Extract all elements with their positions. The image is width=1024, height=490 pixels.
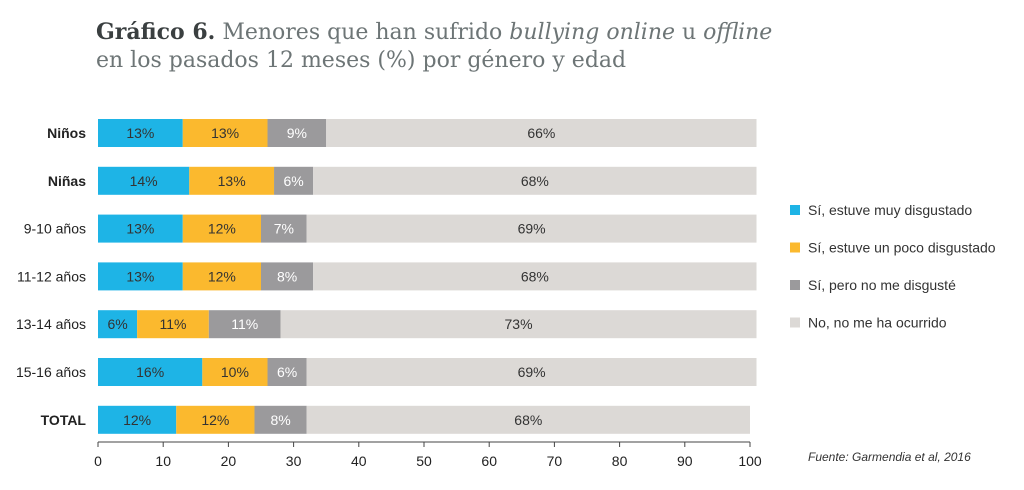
x-tick-label: 50 (416, 453, 432, 469)
bar-segment (313, 166, 757, 195)
bar-segment (176, 405, 255, 434)
legend-label: No, no me ha ocurrido (808, 315, 947, 331)
legend-swatch (790, 205, 800, 215)
chart-title: Gráfico 6. Menores que han sufrido bully… (96, 18, 772, 75)
data-label: 12% (123, 412, 151, 428)
bar-segment (261, 262, 314, 291)
data-label: 13% (126, 268, 154, 284)
bar-segment (274, 166, 314, 195)
bar-segment (208, 310, 281, 339)
x-tick-label: 30 (286, 453, 302, 469)
bar-segment (98, 119, 183, 147)
bar-segment (313, 262, 757, 291)
x-tick-label: 70 (547, 453, 563, 469)
bar-segment (267, 119, 327, 147)
category-label: 15-16 años (16, 364, 86, 380)
data-label: 9% (287, 125, 307, 141)
legend-swatch (790, 242, 800, 253)
x-tick-label: 0 (94, 453, 102, 469)
bar-segment (98, 358, 203, 386)
bar-segment (98, 405, 177, 434)
bar-segment (98, 310, 138, 339)
bar-segment (182, 262, 261, 291)
chart-title-line2: en los pasados 12 meses (%) por género y… (96, 48, 627, 73)
bar-segment (202, 358, 268, 386)
data-label: 12% (208, 268, 236, 284)
data-label: 12% (208, 221, 236, 237)
chart-title-lead: Gráfico 6. (96, 19, 216, 45)
bar-segment (98, 262, 183, 291)
category-label: 9-10 años (24, 221, 86, 237)
legend-swatch (790, 280, 800, 290)
x-tick-label: 10 (155, 453, 171, 469)
data-label: 69% (518, 364, 546, 380)
x-tick-label: 80 (612, 453, 628, 469)
x-tick-label: 100 (738, 453, 762, 469)
data-label: 14% (130, 173, 158, 189)
data-label: 73% (505, 316, 533, 332)
bar-segment (254, 405, 307, 434)
category-label: 13-14 años (16, 316, 86, 332)
chart-title-connector: u (675, 20, 704, 45)
data-label: 7% (274, 221, 294, 237)
x-tick-label: 60 (481, 453, 497, 469)
bar-segment (280, 310, 757, 339)
category-label: Niños (47, 125, 86, 141)
data-label: 68% (514, 412, 542, 428)
legend-label: Sí, pero no me disgusté (808, 277, 956, 293)
data-label: 8% (270, 412, 290, 428)
data-label: 12% (201, 412, 229, 428)
data-label: 68% (521, 268, 549, 284)
x-tick-label: 90 (677, 453, 693, 469)
data-label: 6% (283, 173, 303, 189)
x-tick-label: 40 (351, 453, 367, 469)
bar-segment (98, 166, 190, 195)
legend-label: Sí, estuve muy disgustado (808, 202, 972, 218)
data-label: 16% (136, 364, 164, 380)
bar-segment (137, 310, 209, 339)
bar-segment (326, 119, 757, 147)
bar-segment (98, 214, 183, 243)
chart-title-emphasis-1: bullying online (509, 20, 676, 45)
data-label: 13% (126, 125, 154, 141)
bar-segment (261, 214, 307, 243)
data-label: 11% (159, 316, 186, 332)
data-label: 6% (277, 364, 297, 380)
bar-segment (306, 358, 757, 386)
bar-segment (182, 214, 261, 243)
data-label: 69% (518, 221, 546, 237)
bar-segment (189, 166, 275, 195)
bar-segment (306, 405, 750, 434)
category-label: TOTAL (41, 412, 87, 428)
data-label: 6% (107, 316, 127, 332)
data-label: 66% (527, 125, 555, 141)
chart-title-emphasis-2: offline (703, 20, 773, 45)
category-label: 11-12 años (17, 268, 86, 284)
data-label: 13% (218, 173, 246, 189)
legend-label: Sí, estuve un poco disgustado (808, 240, 996, 256)
bar-segment (267, 358, 307, 386)
legend-swatch (790, 317, 800, 328)
data-label: 11% (231, 316, 258, 332)
data-label: 8% (277, 268, 297, 284)
data-label: 68% (521, 173, 549, 189)
x-tick-label: 20 (221, 453, 237, 469)
bar-segment (182, 119, 268, 147)
data-label: 10% (221, 364, 249, 380)
chart-title-text: Menores que han sufrido (215, 20, 510, 45)
category-label: Niñas (48, 173, 86, 189)
data-label: 13% (126, 221, 154, 237)
data-label: 13% (211, 125, 239, 141)
bar-segment (306, 214, 757, 243)
source-note: Fuente: Garmendia et al, 2016 (808, 450, 971, 464)
